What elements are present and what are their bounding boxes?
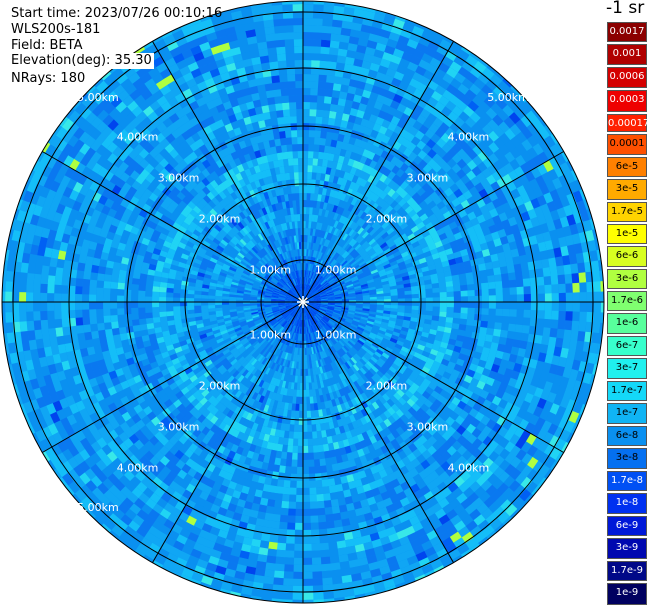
range-ring-label: 5.00km — [77, 91, 119, 104]
azimuth-spoke — [152, 301, 304, 563]
range-ring-label: 2.00km — [366, 213, 408, 226]
azimuth-spoke — [302, 301, 454, 563]
colorbar-entry: 3e-9 — [607, 538, 647, 559]
colorbar-entry: 3e-7 — [607, 358, 647, 379]
colorbar-entry-label: 3e-5 — [615, 183, 639, 194]
colorbar-entry-label: 1.7e-7 — [610, 385, 644, 396]
range-ring-label: 4.00km — [448, 131, 490, 144]
polar-grid — [1, 0, 605, 604]
colorbar-entry: 0.0003 — [607, 90, 647, 112]
range-ring-label: 4.00km — [448, 461, 490, 474]
colorbar-entry-label: 6e-7 — [615, 340, 639, 351]
azimuth-spoke — [302, 301, 564, 453]
colorbar-entry: 1.7e-5 — [607, 202, 647, 222]
colorbar-entry: 1e-9 — [607, 583, 647, 605]
colorbar-entry: 3e-8 — [607, 448, 647, 469]
colorbar-entry: 3e-6 — [607, 269, 647, 289]
range-ring-label: 4.00km — [117, 131, 159, 144]
colorbar-entry: 3e-5 — [607, 179, 647, 200]
colorbar-entry-label: 6e-6 — [615, 250, 639, 261]
colorbar-entry: 0.0006 — [607, 67, 647, 88]
colorbar-entry-label: 0.0003 — [609, 94, 645, 105]
colorbar-entry-label: 1.7e-9 — [610, 565, 644, 576]
nrays-label: NRays: 180 — [11, 71, 86, 86]
colorbar-entry-label: 0.0017 — [609, 26, 645, 37]
range-ring-label: 4.00km — [117, 461, 159, 474]
range-ring-label: 1.00km — [250, 263, 292, 276]
colorbar-entry: 1e-7 — [607, 403, 647, 424]
range-ring-label: 5.00km — [487, 91, 529, 104]
range-ring-labels: 1.00km 1.00km 1.00km 1.00km 2.00km 2.00km 2.00… — [77, 91, 529, 514]
colorbar-entry: 6e-8 — [607, 426, 647, 446]
range-ring-label: 3.00km — [407, 172, 449, 185]
colorbar-entry-label: 6e-5 — [615, 161, 639, 172]
colorbar-entry-label: 1e-8 — [615, 497, 639, 508]
colorbar-entry-label: 3e-8 — [615, 452, 639, 463]
range-ring-label: 3.00km — [158, 172, 200, 185]
center-marker — [298, 297, 304, 303]
range-ring-label: 1.00km — [250, 329, 292, 342]
colorbar-entry: 1.7e-8 — [607, 471, 647, 491]
range-ring-label: 5.00km — [77, 501, 119, 514]
colorbar-entry-label: 3e-7 — [615, 362, 639, 373]
azimuth-spoke — [42, 301, 304, 453]
colorbar-entry: 1.7e-9 — [607, 561, 647, 581]
colorbar-entry: 0.001 — [607, 44, 647, 65]
range-ring-label: 3.00km — [407, 420, 449, 433]
range-ring-label: 2.00km — [199, 213, 241, 226]
range-ring-label: 3.00km — [158, 420, 200, 433]
colorbar-entry-label: 1.7e-8 — [610, 475, 644, 486]
colorbar-entry-label: 0.00017 — [608, 118, 647, 129]
range-ring-label: 2.00km — [199, 379, 241, 392]
instrument-label: WLS200s-181 — [11, 22, 101, 37]
colorbar-entry: 1e-5 — [607, 224, 647, 244]
range-ring-label: 2.00km — [366, 379, 408, 392]
colorbar-entry-label: 1.7e-5 — [610, 206, 644, 217]
colorbar-entry-label: 0.001 — [612, 48, 642, 59]
colorbar-unit-title: -1 sr — [606, 0, 645, 18]
colorbar-entry-label: 0.0001 — [609, 138, 645, 149]
azimuth-spoke — [302, 41, 454, 303]
colorbar-entry-label: 6e-8 — [615, 430, 639, 441]
colorbar-entry: 0.0017 — [607, 22, 647, 42]
colorbar-entry: 1.7e-6 — [607, 291, 647, 311]
range-ring-label: 1.00km — [315, 263, 357, 276]
colorbar-entry-label: 0.0006 — [609, 71, 645, 82]
colorbar-entry-label: 1.7e-6 — [610, 295, 644, 306]
colorbar-entry: 6e-7 — [607, 336, 647, 356]
colorbar-entry-label: 1e-6 — [615, 317, 639, 328]
colorbar-entry: 6e-6 — [607, 246, 647, 267]
colorbar-entry: 1.7e-7 — [607, 381, 647, 401]
azimuth-spoke — [42, 151, 304, 303]
colorbar-entry-label: 1e-7 — [615, 407, 639, 418]
colorbar-entry: 6e-5 — [607, 157, 647, 177]
range-ring-label: 1.00km — [315, 329, 357, 342]
colorbar-entry: 0.0001 — [607, 134, 647, 155]
colorbar-entry-label: 1e-9 — [615, 587, 639, 598]
azimuth-spoke — [152, 41, 304, 303]
start-time-label: Start time: 2023/07/26 00:10:16 — [11, 6, 223, 21]
colorbar-entry-label: 3e-6 — [615, 273, 639, 284]
elevation-label: Elevation(deg): 35.30 — [11, 53, 154, 69]
azimuth-spoke — [302, 151, 564, 303]
field-label: Field: BETA — [11, 38, 83, 53]
colorbar-entry: 1e-6 — [607, 313, 647, 334]
colorbar-entry-label: 6e-9 — [615, 520, 639, 531]
colorbar-entry: 0.00017 — [607, 114, 647, 132]
colorbar-entry-label: 1e-5 — [615, 228, 639, 239]
colorbar-entry: 6e-9 — [607, 516, 647, 536]
colorbar-entry: 1e-8 — [607, 493, 647, 514]
colorbar-entry-label: 3e-9 — [615, 542, 639, 553]
